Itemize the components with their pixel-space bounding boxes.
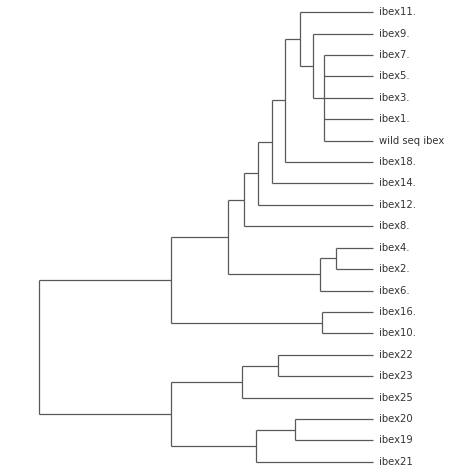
Text: ibex8.: ibex8. bbox=[379, 221, 409, 231]
Text: ibex12.: ibex12. bbox=[379, 200, 416, 210]
Text: ibex20: ibex20 bbox=[379, 414, 412, 424]
Text: ibex18.: ibex18. bbox=[379, 157, 416, 167]
Text: wild seq ibex: wild seq ibex bbox=[379, 136, 444, 146]
Text: ibex11.: ibex11. bbox=[379, 7, 416, 17]
Text: ibex22: ibex22 bbox=[379, 350, 412, 360]
Text: ibex1.: ibex1. bbox=[379, 114, 410, 124]
Text: ibex23: ibex23 bbox=[379, 371, 412, 381]
Text: ibex21: ibex21 bbox=[379, 457, 412, 467]
Text: ibex2.: ibex2. bbox=[379, 264, 410, 274]
Text: ibex14.: ibex14. bbox=[379, 178, 416, 189]
Text: ibex7.: ibex7. bbox=[379, 50, 410, 60]
Text: ibex25: ibex25 bbox=[379, 392, 412, 402]
Text: ibex6.: ibex6. bbox=[379, 285, 410, 296]
Text: ibex16.: ibex16. bbox=[379, 307, 416, 317]
Text: ibex19: ibex19 bbox=[379, 436, 412, 446]
Text: ibex9.: ibex9. bbox=[379, 28, 410, 38]
Text: ibex4.: ibex4. bbox=[379, 243, 409, 253]
Text: ibex5.: ibex5. bbox=[379, 72, 410, 82]
Text: ibex3.: ibex3. bbox=[379, 93, 409, 103]
Text: ibex10.: ibex10. bbox=[379, 328, 416, 338]
